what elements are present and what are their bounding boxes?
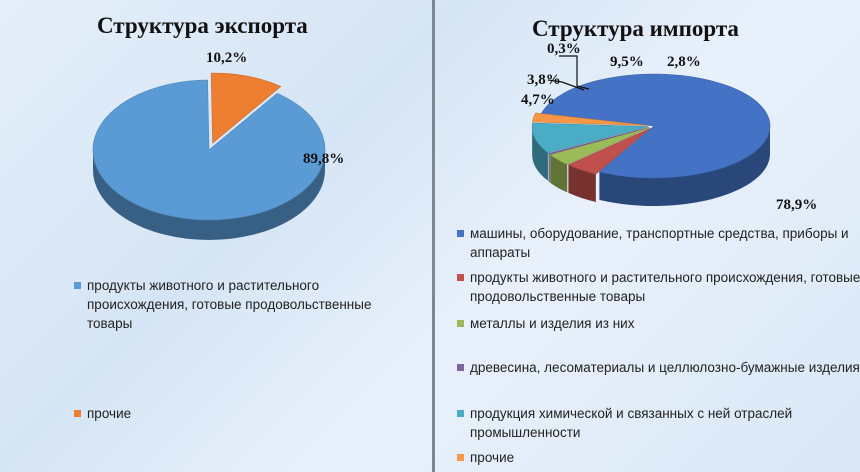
pie-slice-1 bbox=[540, 73, 771, 179]
pie-slice-1 bbox=[92, 79, 326, 221]
legend-item-2: продукты животного и растительного проис… bbox=[457, 268, 860, 306]
legend-label: продукция химической и связанных с ней о… bbox=[470, 406, 793, 440]
data-label-1: 78,9% bbox=[776, 197, 817, 213]
data-label-5: 9,5% bbox=[610, 54, 644, 70]
leader-line bbox=[547, 79, 585, 91]
export-chart-panel: Структура экспорта 89,8% 10,2% продукты ж… bbox=[74, 13, 374, 423]
data-label-2: 10,2% bbox=[206, 50, 247, 66]
import-chart-title: Структура импорта bbox=[532, 16, 739, 41]
legend-swatch bbox=[74, 410, 81, 417]
legend-swatch bbox=[457, 230, 464, 237]
pie-body bbox=[92, 72, 326, 240]
legend-label: прочие bbox=[87, 406, 132, 421]
pie-slice-side bbox=[599, 126, 770, 207]
legend-label: продукты животного и растительного проис… bbox=[87, 278, 372, 331]
legend-swatch bbox=[457, 454, 464, 461]
legend-label: металлы и изделия из них bbox=[470, 316, 635, 331]
pie-slice-6 bbox=[532, 112, 649, 126]
legend-swatch bbox=[457, 364, 464, 371]
legend-swatch bbox=[457, 410, 464, 417]
pie-slice-side bbox=[548, 153, 550, 183]
pie-slice-side bbox=[93, 150, 325, 240]
import-chart-panel: Структура импорта 78,9% 4,7% 3,8% 0,3% 9,5% 2… bbox=[436, 0, 860, 472]
pie-slice-5 bbox=[531, 122, 649, 154]
legend-swatch bbox=[457, 274, 464, 281]
pie-slice-2 bbox=[210, 72, 282, 144]
pie-slice-4 bbox=[547, 127, 649, 155]
panel-divider bbox=[432, 0, 435, 472]
legend-label: древесина, лесоматериалы и целлюлозно-бу… bbox=[470, 360, 860, 375]
legend-item-1: продукты животного и растительного проис… bbox=[74, 276, 374, 333]
export-chart-title: Структура экспорта bbox=[97, 13, 308, 38]
legend-item-3: металлы и изделия из них bbox=[457, 314, 860, 333]
data-label-1: 89,8% bbox=[303, 151, 344, 167]
pie-body bbox=[531, 73, 771, 207]
legend-swatch bbox=[457, 320, 464, 327]
pie-slice-3 bbox=[549, 127, 650, 165]
legend-item-2: прочие bbox=[74, 404, 374, 423]
data-label-4: 0,3% bbox=[547, 41, 581, 57]
legend-swatch bbox=[74, 282, 81, 289]
data-label-6: 2,8% bbox=[667, 54, 701, 70]
import-pie-chart: 78,9% 4,7% 3,8% 0,3% 9,5% 2,8% bbox=[521, 41, 817, 213]
legend-label: машины, оборудование, транспортные средс… bbox=[470, 226, 849, 260]
legend-label: продукты животного и растительного проис… bbox=[470, 270, 860, 304]
legend-item-5: продукция химической и связанных с ней о… bbox=[457, 404, 860, 442]
leader-line bbox=[559, 55, 590, 90]
legend-item-1: машины, оборудование, транспортные средс… bbox=[457, 224, 860, 262]
pie-slice-side bbox=[568, 164, 596, 203]
export-pie-chart: 89,8% 10,2% bbox=[92, 50, 344, 240]
legend-item-4: древесина, лесоматериалы и целлюлозно-бу… bbox=[457, 358, 860, 377]
data-label-2: 4,7% bbox=[521, 92, 555, 108]
pie-slice-side bbox=[550, 154, 568, 193]
pie-slice-2 bbox=[567, 127, 651, 175]
legend-label: прочие bbox=[470, 450, 515, 465]
legend-item-6: прочие bbox=[457, 448, 860, 467]
data-label-3: 3,8% bbox=[527, 72, 561, 88]
